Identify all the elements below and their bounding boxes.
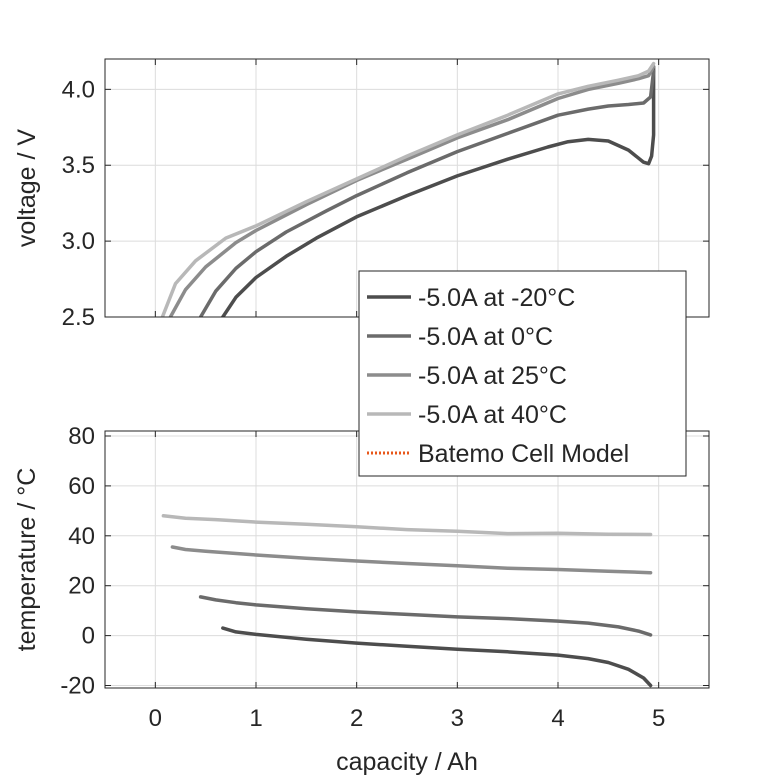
series-line-5-0a-at-25-c [168,64,656,317]
series-line-5-0a-at-20-c [221,64,656,317]
y-tick-label: 40 [68,523,95,550]
series-line-5-0a-at-40-c [160,61,656,317]
legend-label-5-0a-at-40-c: -5.0A at 40°C [418,401,567,429]
x-tick-label: 4 [551,705,564,732]
temperature-series-lines [161,514,653,688]
y-tick-label: 60 [68,473,95,500]
series-line-5-0a-at-25-c [170,545,653,575]
legend-label-5-0a-at-25-c: -5.0A at 25°C [418,362,567,390]
y-tick-label: 4.0 [62,76,95,103]
voltage-y-tick-labels: 2.5 3.0 3.5 4.0 [62,76,95,331]
legend-entries: -5.0A at -20°C -5.0A at 0°C -5.0A at 25°C -… [367,284,629,468]
x-tick-label: 3 [451,705,464,732]
y-tick-label: 80 [68,423,95,450]
voltage-series-lines [160,61,656,317]
capacity-x-axis-label: capacity / Ah [336,748,478,776]
legend: -5.0A at -20°C -5.0A at 0°C -5.0A at 25°C -… [358,270,687,477]
temperature-plot: -20 0 20 40 60 80 0 1 2 3 4 5 temperature / °C cap… [13,423,710,776]
x-tick-label: 2 [350,705,363,732]
x-tick-label: 5 [652,705,665,732]
y-tick-label: 3.5 [62,152,95,179]
temperature-y-tick-labels: -20 0 20 40 60 80 [60,423,95,700]
legend-label-5-0a-at-0-c: -5.0A at 0°C [418,323,553,351]
temperature-x-tick-labels: 0 1 2 3 4 5 [149,705,666,732]
y-tick-label: -20 [60,673,95,700]
y-tick-label: 3.0 [62,228,95,255]
series-line-5-0a-at-20-c [221,626,653,688]
legend-label-batemo-cell-model: Batemo Cell Model [418,440,629,468]
y-tick-label: 20 [68,573,95,600]
legend-label-5-0a-at-20-c: -5.0A at -20°C [418,284,575,312]
y-tick-label: 2.5 [62,304,95,331]
legend-box [358,270,687,477]
x-tick-label: 0 [149,705,162,732]
series-line-5-0a-at-0-c [198,595,653,637]
x-tick-label: 1 [249,705,262,732]
series-line-5-0a-at-40-c [161,514,653,537]
series-line-5-0a-at-0-c [198,69,656,317]
voltage-y-axis-label: voltage / V [13,129,41,247]
temperature-y-axis-label: temperature / °C [13,468,41,652]
voltage-plot: 2.5 3.0 3.5 4.0 voltage / V [13,58,710,331]
y-tick-label: 0 [82,623,95,650]
